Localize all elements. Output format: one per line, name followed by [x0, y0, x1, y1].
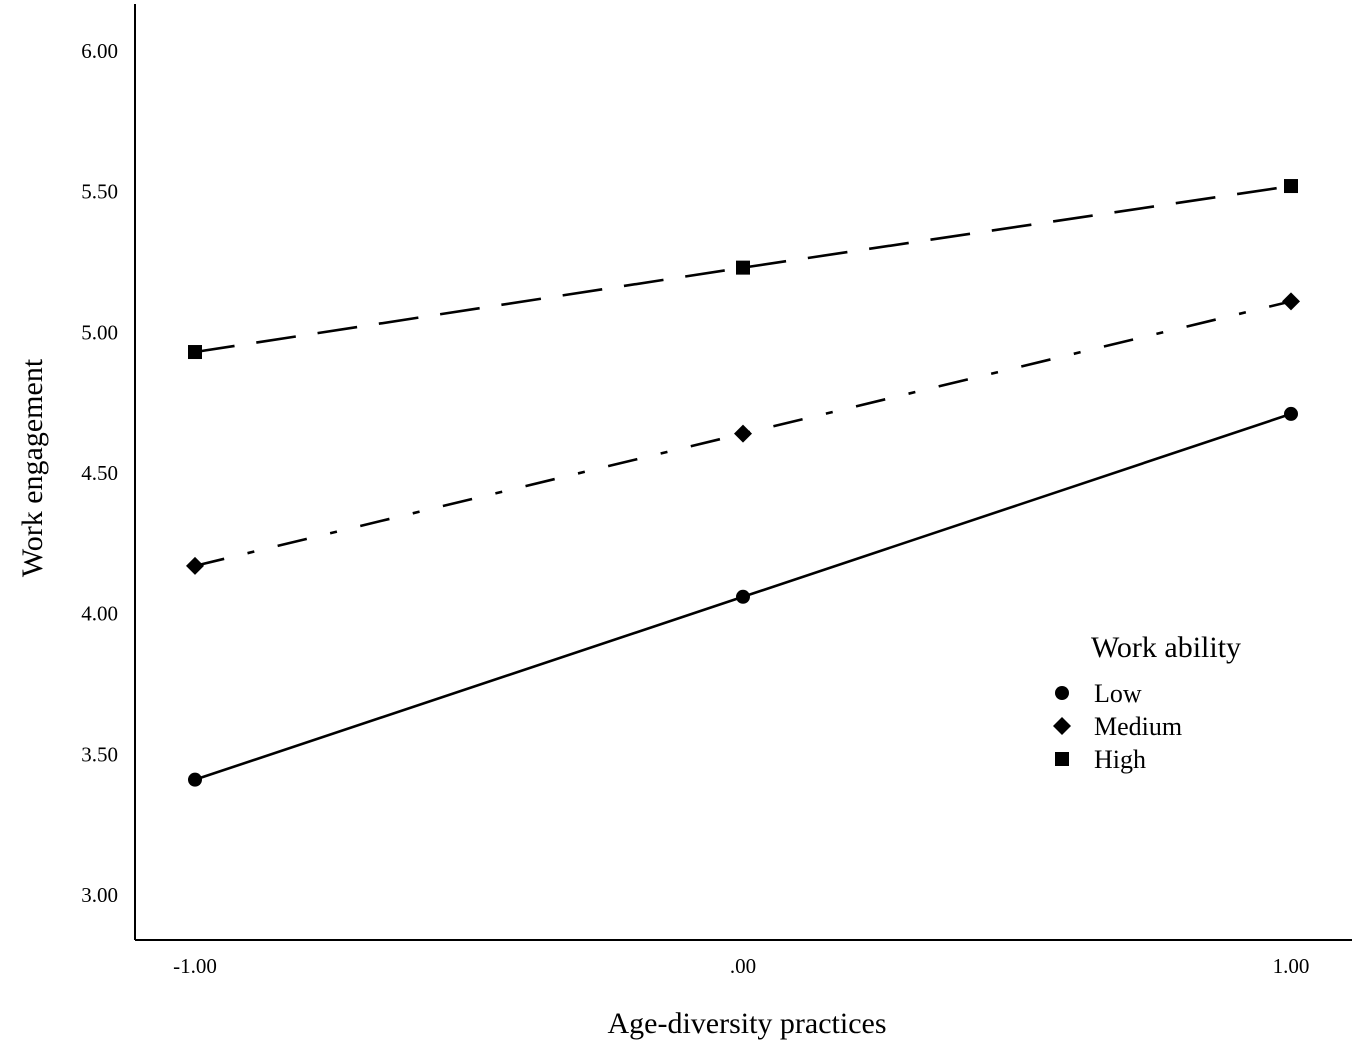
data-point-low: [188, 772, 202, 787]
legend-label-low: Low: [1094, 679, 1142, 708]
x-axis-title: Age-diversity practices: [607, 1007, 886, 1040]
series-markers: [186, 179, 1300, 787]
legend-item-low: Low: [1055, 679, 1142, 708]
data-point-high: [188, 345, 202, 360]
data-point-low: [1284, 406, 1298, 421]
data-point-medium: [1282, 292, 1300, 311]
data-point-medium: [734, 424, 752, 443]
legend-label-high: High: [1094, 745, 1146, 774]
data-point-medium: [186, 556, 204, 575]
data-point-high: [736, 260, 750, 275]
y-tick-label: 4.00: [81, 602, 118, 626]
y-tick-labels: 3.00 3.50 4.00 4.50 5.00 5.50 6.00: [81, 39, 118, 907]
y-tick-label: 4.50: [81, 461, 118, 485]
x-tick-label: .00: [730, 954, 756, 978]
y-tick-label: 3.00: [81, 883, 118, 907]
y-tick-label: 6.00: [81, 39, 118, 63]
legend-title: Work ability: [1091, 631, 1241, 664]
legend-marker-medium: [1053, 717, 1071, 735]
legend-item-high: High: [1055, 745, 1146, 774]
legend: Work ability Low Medium High: [1053, 631, 1241, 774]
legend-label-medium: Medium: [1094, 712, 1182, 741]
y-tick-label: 3.50: [81, 742, 118, 766]
data-point-low: [736, 589, 750, 604]
legend-marker-low: [1055, 686, 1069, 700]
axes: [134, 4, 1352, 941]
x-tick-label: 1.00: [1273, 954, 1310, 978]
y-tick-label: 5.00: [81, 320, 118, 344]
y-tick-label: 5.50: [81, 180, 118, 204]
legend-item-medium: Medium: [1053, 712, 1182, 741]
x-tick-label: -1.00: [173, 954, 217, 978]
series-line-medium: [194, 300, 1292, 568]
legend-marker-high: [1055, 752, 1069, 766]
data-point-high: [1284, 179, 1298, 194]
x-tick-labels: -1.00 .00 1.00: [173, 954, 1309, 978]
y-axis-title: Work engagement: [16, 358, 49, 577]
legend-items: Low Medium High: [1053, 679, 1182, 774]
